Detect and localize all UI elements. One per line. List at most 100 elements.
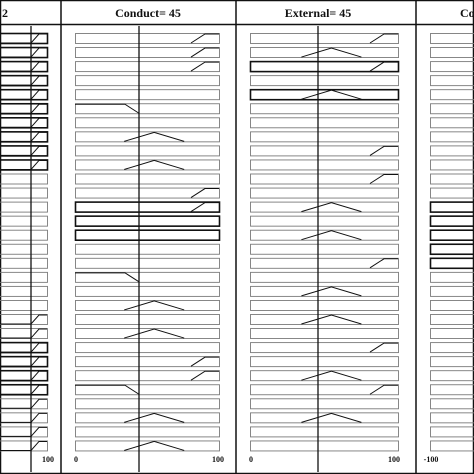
rule-row-box	[430, 412, 474, 424]
rule-row-box	[0, 215, 48, 227]
membership-function-ramp-up-high	[369, 145, 398, 156]
membership-function-ramp-up-high	[369, 33, 398, 44]
membership-function-ramp	[0, 412, 47, 423]
rule-row-box	[430, 370, 474, 382]
rule-row-box	[429, 257, 474, 270]
rule-row-box	[75, 173, 220, 185]
rule-row-box	[430, 47, 474, 58]
membership-function-triangle	[124, 412, 185, 423]
rule-row-box	[0, 426, 48, 438]
membership-function-ramp	[0, 47, 47, 58]
rule-row-box	[75, 384, 220, 396]
membership-function-triangle	[124, 328, 185, 339]
rule-row-box	[250, 300, 399, 311]
rule-row-box	[75, 342, 220, 354]
rule-row-box	[75, 33, 220, 44]
membership-function-ramp	[0, 440, 47, 451]
rule-row-box	[250, 33, 399, 44]
membership-function-ramp-up-high	[369, 342, 398, 353]
rule-row-box	[430, 398, 474, 410]
rule-row-box	[430, 426, 474, 438]
membership-function-ramp-down-left	[75, 272, 140, 283]
rule-row-box	[250, 173, 399, 185]
membership-function-triangle	[301, 286, 362, 297]
membership-function-ramp	[0, 426, 47, 437]
panel-title-4: Co	[460, 6, 474, 20]
membership-function-ramp-down-left	[75, 103, 140, 114]
panel-title-2: Conduct= 45	[115, 6, 181, 20]
panel-1-axis-label-max: 100	[42, 455, 54, 464]
rule-row-box	[250, 328, 399, 339]
rule-row-box	[75, 159, 220, 171]
rule-row-box	[0, 229, 48, 241]
membership-function-triangle	[124, 131, 185, 142]
membership-function-triangle	[301, 47, 362, 58]
membership-function-ramp	[0, 342, 47, 353]
rule-row-box	[430, 75, 474, 87]
rule-row-box	[0, 271, 48, 283]
rule-row-box	[75, 440, 220, 452]
rule-row-box	[250, 145, 399, 157]
rule-row-box	[250, 229, 399, 241]
rule-row-box	[0, 60, 49, 73]
rule-row-box	[250, 201, 399, 213]
membership-function-ramp-up-high	[369, 61, 398, 72]
rule-row-box	[250, 47, 399, 58]
rule-row-box	[430, 300, 474, 311]
rule-row-box	[0, 341, 49, 354]
rule-row-box	[0, 412, 48, 424]
panel-3-axis-label-min: 0	[249, 455, 253, 464]
rule-row-box	[0, 74, 49, 87]
rule-row-box	[74, 229, 221, 241]
rule-row-box	[430, 328, 474, 339]
rule-row-box	[250, 426, 399, 438]
rule-row-box	[250, 370, 399, 382]
panel-2-axis-label-min: 0	[74, 455, 78, 464]
rule-row-box	[75, 370, 220, 382]
membership-function-triangle	[301, 314, 362, 325]
rule-row-box	[75, 328, 220, 339]
rule-row-box	[0, 145, 49, 157]
membership-function-ramp-down-left	[75, 384, 140, 395]
rule-row-box	[75, 131, 220, 143]
panel-1-rules	[0, 26, 49, 472]
membership-function-ramp	[0, 75, 47, 86]
rule-row-box	[75, 426, 220, 438]
rule-row-box	[0, 159, 49, 171]
rule-row-box	[249, 88, 400, 101]
rule-row-box	[0, 243, 48, 255]
rule-row-box	[75, 314, 220, 325]
membership-function-ramp	[0, 131, 47, 142]
rule-row-box	[75, 356, 220, 368]
membership-function-ramp-up-high	[190, 33, 219, 44]
rule-row-box	[75, 243, 220, 255]
membership-function-ramp-up-high	[369, 174, 398, 184]
rule-row-box	[430, 314, 474, 325]
rule-row-box	[0, 398, 48, 410]
panel-3-rules	[249, 26, 400, 472]
rule-row-box	[429, 201, 474, 213]
rule-row-box	[430, 271, 474, 283]
membership-function-ramp	[0, 89, 47, 100]
rule-row-box	[75, 271, 220, 283]
rule-row-box	[430, 131, 474, 143]
rule-row-box	[250, 131, 399, 143]
membership-function-ramp	[0, 384, 47, 395]
rule-row-box	[0, 300, 48, 311]
rule-row-box	[75, 61, 220, 73]
panel-4-axis-label-min: -100	[424, 455, 439, 464]
membership-function-ramp-up-high	[190, 188, 219, 198]
rule-row-box	[0, 314, 48, 325]
rule-row-box	[0, 369, 49, 382]
rule-row-box	[75, 89, 220, 101]
rule-row-box	[0, 88, 49, 101]
rule-row-box	[0, 187, 48, 199]
rule-row-box	[0, 102, 49, 115]
rule-row-box	[0, 285, 48, 297]
membership-function-ramp	[0, 145, 47, 156]
rule-row-box	[250, 398, 399, 410]
membership-function-ramp	[0, 328, 47, 339]
membership-function-triangle	[301, 202, 362, 213]
rule-row-box	[430, 61, 474, 73]
membership-function-ramp	[0, 117, 47, 128]
